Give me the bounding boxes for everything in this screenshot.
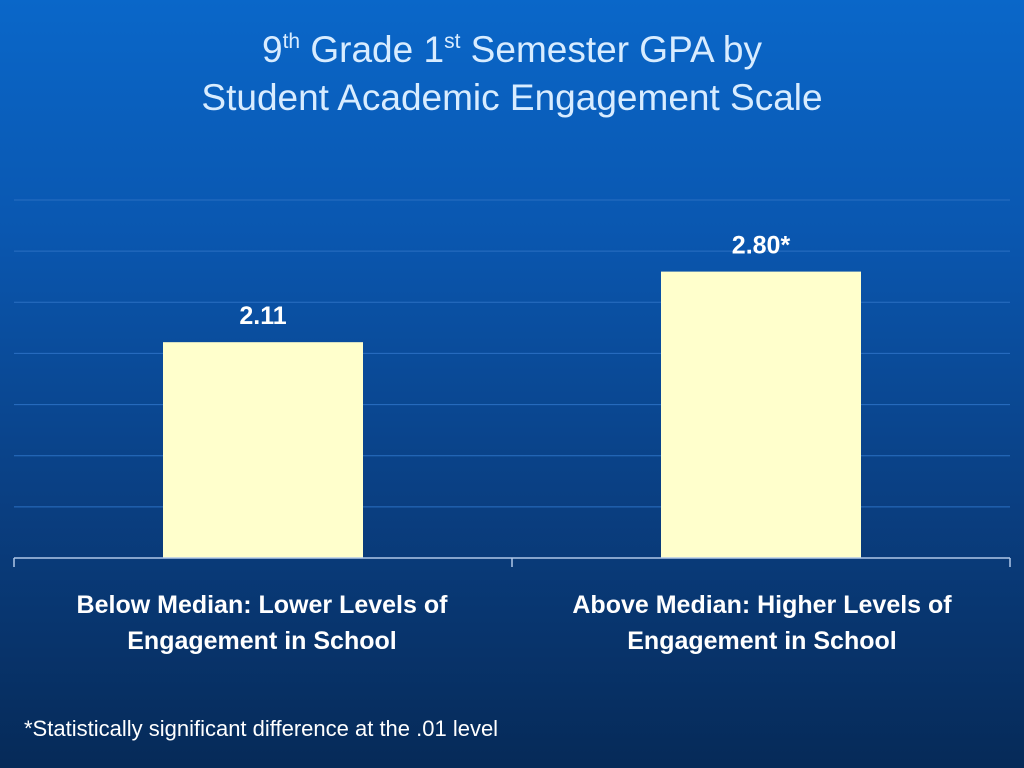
title-text-semester: Semester GPA by [460, 29, 763, 70]
category-label-below-median: Below Median: Lower Levels of Engagement… [12, 587, 512, 659]
chart-title-line-1: 9th Grade 1st Semester GPA by [0, 26, 1024, 74]
category-label-line: Above Median: Higher Levels of [572, 591, 952, 619]
title-text-9: 9 [261, 29, 283, 70]
chart-title: 9th Grade 1st Semester GPA by Student Ac… [0, 26, 1024, 122]
category-label-line: Engagement in School [127, 627, 397, 655]
bar-below-median [163, 342, 363, 558]
category-label-line: Below Median: Lower Levels of [76, 591, 448, 619]
title-sup-th: th [282, 30, 301, 53]
category-label-above-median: Above Median: Higher Levels of Engagemen… [512, 587, 1012, 659]
title-sup-st: st [444, 30, 461, 53]
data-label-above-median: 2.80* [732, 232, 791, 260]
data-label-below-median: 2.11 [239, 302, 286, 330]
chart-title-line-2: Student Academic Engagement Scale [201, 77, 823, 118]
category-label-line: Engagement in School [627, 627, 897, 655]
footnote: *Statistically significant difference at… [24, 716, 499, 741]
bar-above-median [661, 271, 861, 558]
title-text-grade: Grade 1 [300, 29, 445, 70]
